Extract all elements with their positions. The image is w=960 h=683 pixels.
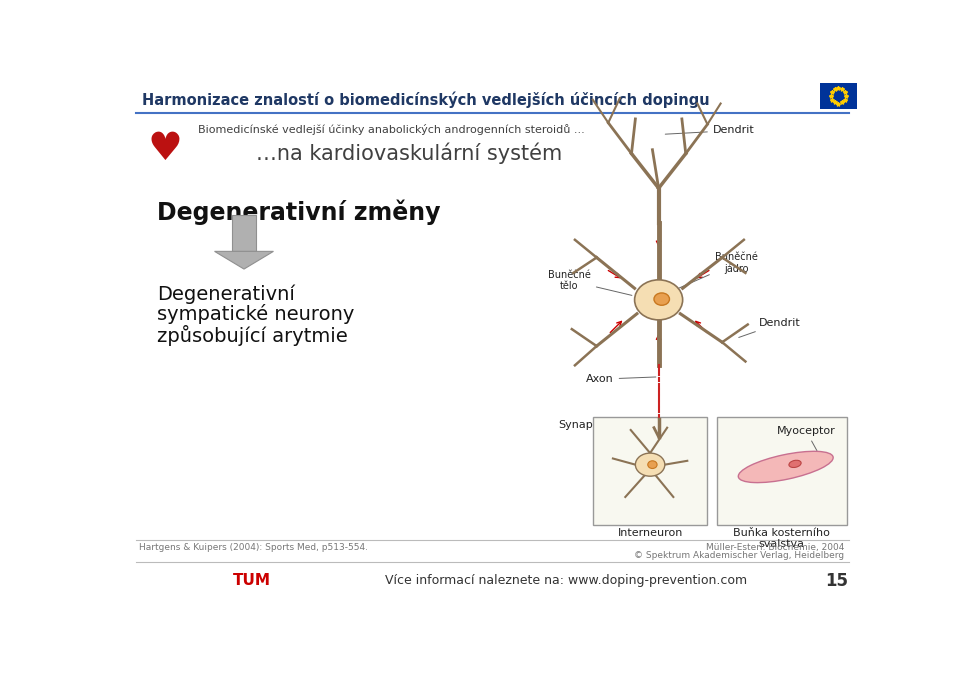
Ellipse shape [789, 460, 802, 467]
Text: Více informací naleznete na: www.doping-prevention.com: Více informací naleznete na: www.doping-… [385, 574, 747, 587]
Text: Biomedicínské vedlejší účinky anabolických androgenních steroidů ...: Biomedicínské vedlejší účinky anabolický… [198, 124, 585, 135]
Polygon shape [214, 251, 274, 269]
Text: Dendrit: Dendrit [739, 318, 802, 337]
Text: Myoceptor: Myoceptor [777, 426, 835, 451]
Bar [820, 83, 857, 109]
Text: …na kardiovaskulární systém: …na kardiovaskulární systém [255, 143, 562, 165]
Text: Harmonizace znalostí o biomedicínských vedlejších účincích dopingu: Harmonizace znalostí o biomedicínských v… [142, 92, 709, 109]
Text: 15: 15 [826, 572, 849, 590]
Ellipse shape [635, 280, 683, 320]
Text: Degenerativní: Degenerativní [157, 285, 295, 304]
Text: Interneuron: Interneuron [617, 528, 683, 538]
Text: Synapse: Synapse [559, 420, 656, 430]
Text: Hartgens & Kuipers (2004): Sports Med, p513-554.: Hartgens & Kuipers (2004): Sports Med, p… [139, 543, 369, 552]
Ellipse shape [636, 453, 665, 476]
Text: Müller-Esterl: Biochemie, 2004: Müller-Esterl: Biochemie, 2004 [707, 543, 845, 552]
Bar [231, 215, 256, 251]
Text: sympatické neurony: sympatické neurony [157, 305, 354, 324]
Text: © Spektrum Akademischer Verlag, Heidelberg: © Spektrum Akademischer Verlag, Heidelbe… [635, 551, 845, 560]
Bar [592, 417, 708, 525]
Ellipse shape [738, 451, 833, 483]
Text: Degenerativní změny: Degenerativní změny [157, 199, 441, 225]
Text: ♥: ♥ [148, 130, 182, 169]
Ellipse shape [648, 461, 657, 469]
Text: TUM: TUM [232, 574, 271, 589]
Ellipse shape [654, 293, 669, 305]
Text: Buněčné
tělo: Buněčné tělo [548, 270, 632, 295]
Text: Dendrit: Dendrit [665, 126, 755, 135]
Text: Buňka kosterního
svalstva: Buňka kosterního svalstva [733, 528, 830, 549]
Bar [717, 417, 847, 525]
Text: způsobující arytmie: způsobující arytmie [157, 324, 348, 346]
Text: Axon: Axon [586, 374, 656, 384]
Text: Buněčné
jádro: Buněčné jádro [670, 252, 757, 292]
